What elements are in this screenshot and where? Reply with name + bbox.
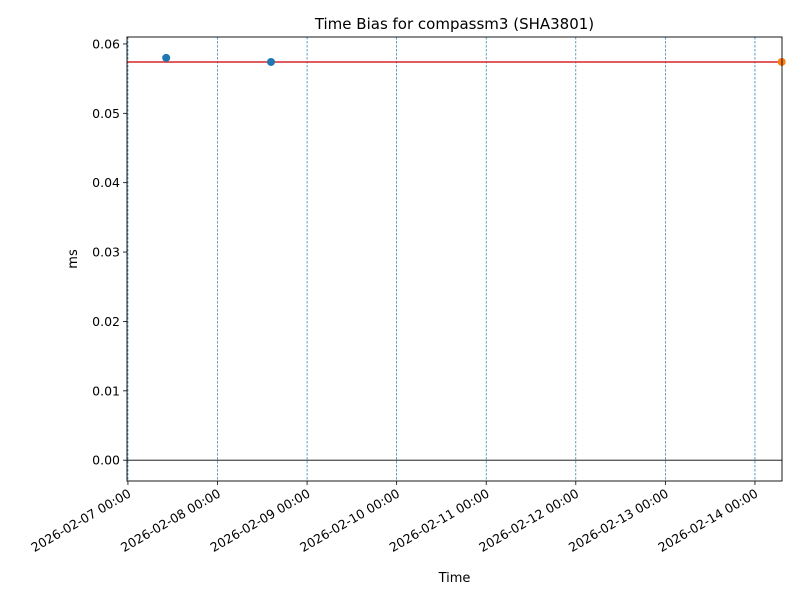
grid-lines bbox=[127, 37, 756, 481]
plot-area bbox=[127, 37, 782, 481]
plot-frame bbox=[126, 36, 783, 482]
y-tick-label: 0.06 bbox=[92, 36, 120, 51]
y-tick-label: 0.04 bbox=[92, 175, 120, 190]
x-axis-title: Time bbox=[438, 571, 471, 586]
x-tick-label: 2026-02-13 00:00 bbox=[566, 486, 671, 555]
x-tick-label: 2026-02-12 00:00 bbox=[476, 486, 581, 555]
x-tick-label: 2026-02-07 00:00 bbox=[28, 486, 133, 555]
y-tick-label: 0.05 bbox=[92, 106, 120, 121]
y-axis-title: ms bbox=[66, 249, 81, 269]
y-axis: 0.00 0.01 0.02 0.03 0.04 0.05 0.06 bbox=[92, 36, 127, 468]
chart-title: Time Bias for compassm3 (SHA3801) bbox=[314, 15, 594, 33]
y-tick-label: 0.01 bbox=[92, 383, 120, 398]
data-point bbox=[267, 57, 276, 66]
x-tick-label: 2026-02-14 00:00 bbox=[655, 486, 760, 555]
x-tick-label: 2026-02-08 00:00 bbox=[118, 486, 223, 555]
y-tick-label: 0.03 bbox=[92, 245, 120, 260]
reference-lines bbox=[127, 61, 782, 461]
y-tick-label: 0.02 bbox=[92, 314, 120, 329]
x-tick-label: 2026-02-10 00:00 bbox=[297, 486, 402, 555]
x-tick-label: 2026-02-09 00:00 bbox=[208, 486, 313, 555]
y-tick-label: 0.00 bbox=[92, 453, 120, 468]
data-point bbox=[162, 53, 171, 62]
x-tick-label: 2026-02-11 00:00 bbox=[387, 486, 492, 555]
